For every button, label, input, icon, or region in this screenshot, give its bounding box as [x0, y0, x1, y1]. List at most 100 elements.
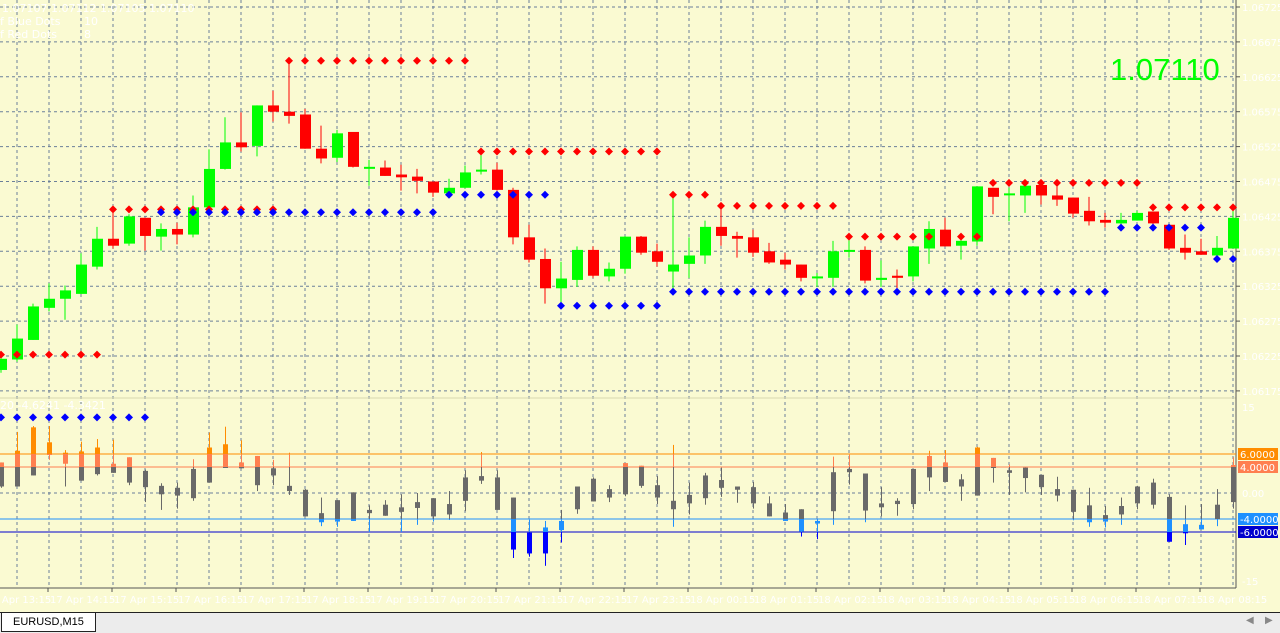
candle-body [556, 278, 567, 289]
blue-support-dot [45, 413, 53, 422]
chart-canvas[interactable]: 1.06725 1.06675 1.06625 1.06575 1.06525 1.064… [0, 0, 1280, 612]
blue-support-dot [765, 287, 773, 296]
candle-body [524, 237, 535, 260]
blue-support-dot [1101, 287, 1109, 296]
blue-support-dot [269, 208, 277, 217]
red-resistance-dot [957, 232, 965, 241]
candle-body [508, 189, 519, 238]
indicator-bar [1087, 487, 1092, 527]
indicator-body [703, 475, 708, 499]
price-candle [76, 253, 87, 294]
price-candle [188, 195, 199, 238]
red-resistance-dot [685, 190, 693, 199]
indicator-bar [207, 432, 212, 483]
indicator-bar [1231, 457, 1236, 509]
red-resistance-dot [1181, 203, 1189, 212]
red-resistance-dot [893, 232, 901, 241]
blue-support-dot [557, 301, 565, 310]
price-candle [380, 160, 391, 176]
indicator-body [1039, 474, 1044, 488]
indicator-body [927, 467, 932, 478]
red-resistance-dot [477, 147, 485, 156]
indicator-bar [1071, 489, 1076, 521]
indicator-bar [511, 497, 516, 558]
indicator-bar [335, 500, 340, 527]
tab-eurusd-m15[interactable]: EURUSD,M15 [1, 613, 96, 632]
price-candle [988, 187, 999, 215]
indicator-wick [225, 426, 226, 454]
candle-body [156, 228, 167, 237]
indicator-wick [1217, 489, 1218, 519]
price-candle [700, 220, 711, 264]
indicator-body [991, 457, 996, 467]
red-resistance-dot [797, 201, 805, 210]
indicator-body [111, 467, 116, 473]
candle-body [428, 181, 439, 193]
red-resistance-dot [573, 147, 581, 156]
indicator-body [431, 498, 436, 517]
indicator-wick [449, 519, 450, 520]
indicator-bar [751, 481, 756, 509]
indicator-body [639, 467, 644, 486]
candle-body [828, 251, 839, 278]
price-axis-label: 1.06575 [1242, 108, 1280, 119]
price-candle [268, 90, 279, 122]
blue-support-dot [205, 208, 213, 217]
indicator-body [671, 500, 676, 510]
indicator-body [623, 467, 628, 495]
indicator-body [1007, 470, 1012, 473]
price-axis-label: 1.06725 [1242, 3, 1280, 14]
time-axis-label: 18 Apr 08:15 [1202, 595, 1267, 606]
time-axis-label: 18 Apr 04:15 [946, 595, 1011, 606]
candle-body [700, 226, 711, 256]
blue-support-dot [845, 287, 853, 296]
blue-support-dot [797, 287, 805, 296]
indicator-bar [287, 452, 292, 495]
price-candle [108, 209, 119, 249]
indicator-bar [431, 498, 436, 522]
level-tag [1238, 448, 1278, 460]
scroll-left-icon[interactable]: ◀ [1246, 615, 1254, 626]
indicator-wick [289, 452, 290, 454]
indicator-bar [1151, 478, 1156, 509]
indicator-body [911, 468, 916, 505]
price-candle [284, 60, 295, 124]
candle-body [124, 216, 135, 244]
red-resistance-dot [557, 147, 565, 156]
candle-body [60, 290, 71, 299]
blue-support-dot [317, 208, 325, 217]
candle-body [620, 236, 631, 269]
indicator-bar [255, 455, 260, 492]
blue-support-dot [925, 287, 933, 296]
indicator-body [783, 512, 788, 519]
candle-body [28, 306, 39, 340]
price-candle [588, 246, 599, 278]
indicator-wick [865, 519, 866, 523]
price-candle [668, 194, 679, 290]
price-axis-label: 1.06225 [1242, 352, 1280, 363]
blue-support-dot [1165, 223, 1173, 232]
indicator-wick [929, 467, 930, 492]
candle-body [908, 246, 919, 277]
indicator-body [367, 509, 372, 514]
indicator-body [623, 463, 628, 467]
indicator-bar [799, 509, 804, 537]
candle-body [1148, 211, 1159, 224]
red-resistance-dot [877, 232, 885, 241]
indicator-body [655, 485, 660, 498]
blue-support-dot [893, 287, 901, 296]
price-candle [716, 206, 727, 246]
scroll-right-icon[interactable]: ▶ [1265, 615, 1273, 626]
price-candle [332, 129, 343, 162]
indicator-bar [303, 489, 308, 517]
red-resistance-dot [333, 56, 341, 65]
indicator-wick [1121, 519, 1122, 525]
blue-support-dot [1053, 287, 1061, 296]
red-resistance-dot [765, 201, 773, 210]
candle-body [1036, 184, 1047, 196]
indicator-wick [961, 474, 962, 501]
indicator-bar [1103, 506, 1108, 528]
indicator-body [15, 454, 20, 467]
price-candle [1052, 183, 1063, 206]
indicator-body [527, 532, 532, 554]
